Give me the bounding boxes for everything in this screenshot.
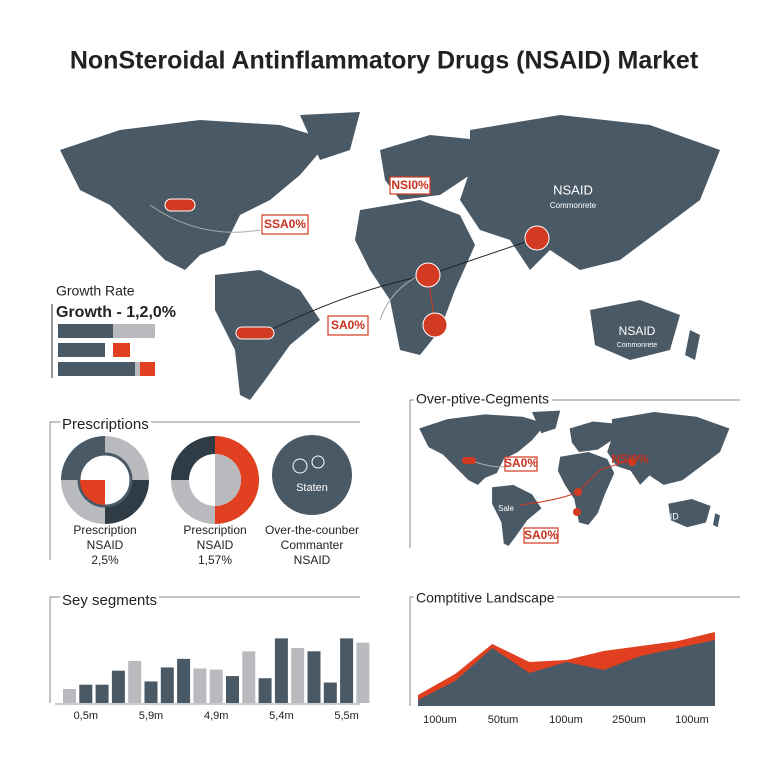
donut-caption: Over-the-counber: [265, 523, 359, 537]
map-tag: [523, 527, 559, 544]
panel-frame: [49, 421, 360, 560]
map-label: Commonrete: [617, 342, 658, 349]
marker: [164, 198, 196, 212]
panel-title: Prescriptions: [62, 416, 149, 433]
donut-caption: NSAID: [87, 538, 124, 552]
donut-caption: Prescription: [183, 523, 246, 537]
x-tick-label: 100um: [549, 714, 583, 726]
bar: [79, 684, 93, 703]
route: [379, 274, 421, 321]
x-tick-label: 50tum: [488, 714, 519, 726]
x-tick-label: 5,5m: [334, 710, 358, 722]
route: [149, 204, 261, 233]
map-label: NSAID: [553, 182, 593, 197]
bar: [128, 661, 142, 703]
bar: [111, 670, 125, 703]
donut-caption: NSAID: [197, 538, 234, 552]
icon-label: Staten: [296, 482, 328, 494]
map-label: Sale: [498, 504, 515, 513]
map-label: NSI0%: [391, 178, 429, 192]
bar: [307, 651, 321, 703]
growth-title: Growth Rate: [56, 283, 135, 299]
icon: [292, 458, 308, 474]
donut-segment: [215, 454, 241, 506]
title: NonSteroidal Antinflammatory Drugs (NSAI…: [70, 47, 699, 75]
growth-bar: [135, 362, 140, 376]
marker: [524, 225, 550, 251]
bar: [209, 669, 223, 703]
map-label: NSAID: [619, 324, 656, 338]
growth-bar: [113, 343, 130, 357]
growth-panel: Growth Rate Growth - 1,2,0%: [40, 280, 176, 380]
x-tick-label: 100um: [675, 714, 709, 726]
area: [418, 640, 715, 706]
map-label: NSI0%: [611, 452, 649, 466]
marker: [573, 508, 581, 516]
map-label: SA0%: [504, 456, 538, 470]
x-tick-label: 5,9m: [139, 710, 163, 722]
bar: [242, 651, 256, 703]
marker: [628, 458, 636, 466]
panel-frame: [49, 596, 360, 703]
map-tag: [389, 176, 431, 195]
growth-bar: [140, 362, 155, 376]
map-land: [419, 410, 730, 546]
donut-segment: [80, 480, 105, 505]
bar: [177, 658, 191, 703]
bar: [356, 642, 370, 703]
marker: [574, 488, 582, 496]
map-label: SSA0%: [264, 217, 306, 231]
x-tick-label: 100um: [423, 714, 457, 726]
donut-caption: Prescription: [73, 523, 136, 537]
marker: [415, 262, 441, 288]
bar: [323, 682, 337, 703]
x-tick-label: 250um: [612, 714, 646, 726]
bar: [226, 676, 239, 703]
donut-caption: Commanter: [281, 538, 344, 552]
marker: [235, 326, 275, 340]
donut-caption: 2,5%: [91, 553, 119, 567]
bar: [193, 668, 207, 703]
world-map: NSI0% SSA0% SA0% NSAID Commonrete NSAID …: [60, 112, 720, 400]
x-tick-label: 0,5m: [74, 710, 98, 722]
x-tick-label: 5,4m: [269, 710, 293, 722]
x-tick-label: 4,9m: [204, 710, 228, 722]
bar: [63, 689, 76, 703]
bar: [144, 681, 158, 703]
growth-subtitle: Growth - 1,2,0%: [56, 304, 176, 321]
bar: [95, 684, 109, 703]
bar: [340, 638, 354, 703]
donut-caption: NSAID: [294, 553, 331, 567]
map-tag: [327, 315, 369, 336]
bar: [258, 678, 272, 703]
map-label: NSAID: [651, 511, 679, 521]
panel-title: Over-ptive-Cegments: [416, 391, 549, 407]
bar: [274, 638, 288, 703]
map-label: SA0%: [524, 528, 558, 542]
mini-map: [419, 410, 730, 546]
marker: [462, 457, 476, 464]
growth-bar: [58, 343, 105, 357]
map-label: SA0%: [331, 318, 365, 332]
panel-frame: [409, 399, 740, 548]
prescriptions-panel: Prescriptions Staten: [49, 413, 360, 560]
growth-bar: [113, 324, 155, 338]
panel-frame: [409, 596, 740, 706]
chart-title: Sey segments: [62, 592, 157, 609]
map-tag: [261, 214, 309, 235]
bar: [160, 667, 174, 703]
map-label: Commonrete: [550, 201, 597, 210]
icon: [311, 455, 325, 469]
donut-caption: 1,57%: [198, 553, 232, 567]
icon-circle: [272, 435, 352, 515]
growth-bar: [58, 362, 135, 376]
marker: [422, 312, 448, 338]
growth-bar: [58, 324, 113, 338]
bar: [291, 648, 305, 703]
chart-title: Comptitive Landscape: [416, 590, 555, 606]
map-tag: [504, 456, 538, 472]
segments-panel: Over-ptive-Cegments SA0% NSI0% NSAID Sal…: [409, 388, 740, 548]
